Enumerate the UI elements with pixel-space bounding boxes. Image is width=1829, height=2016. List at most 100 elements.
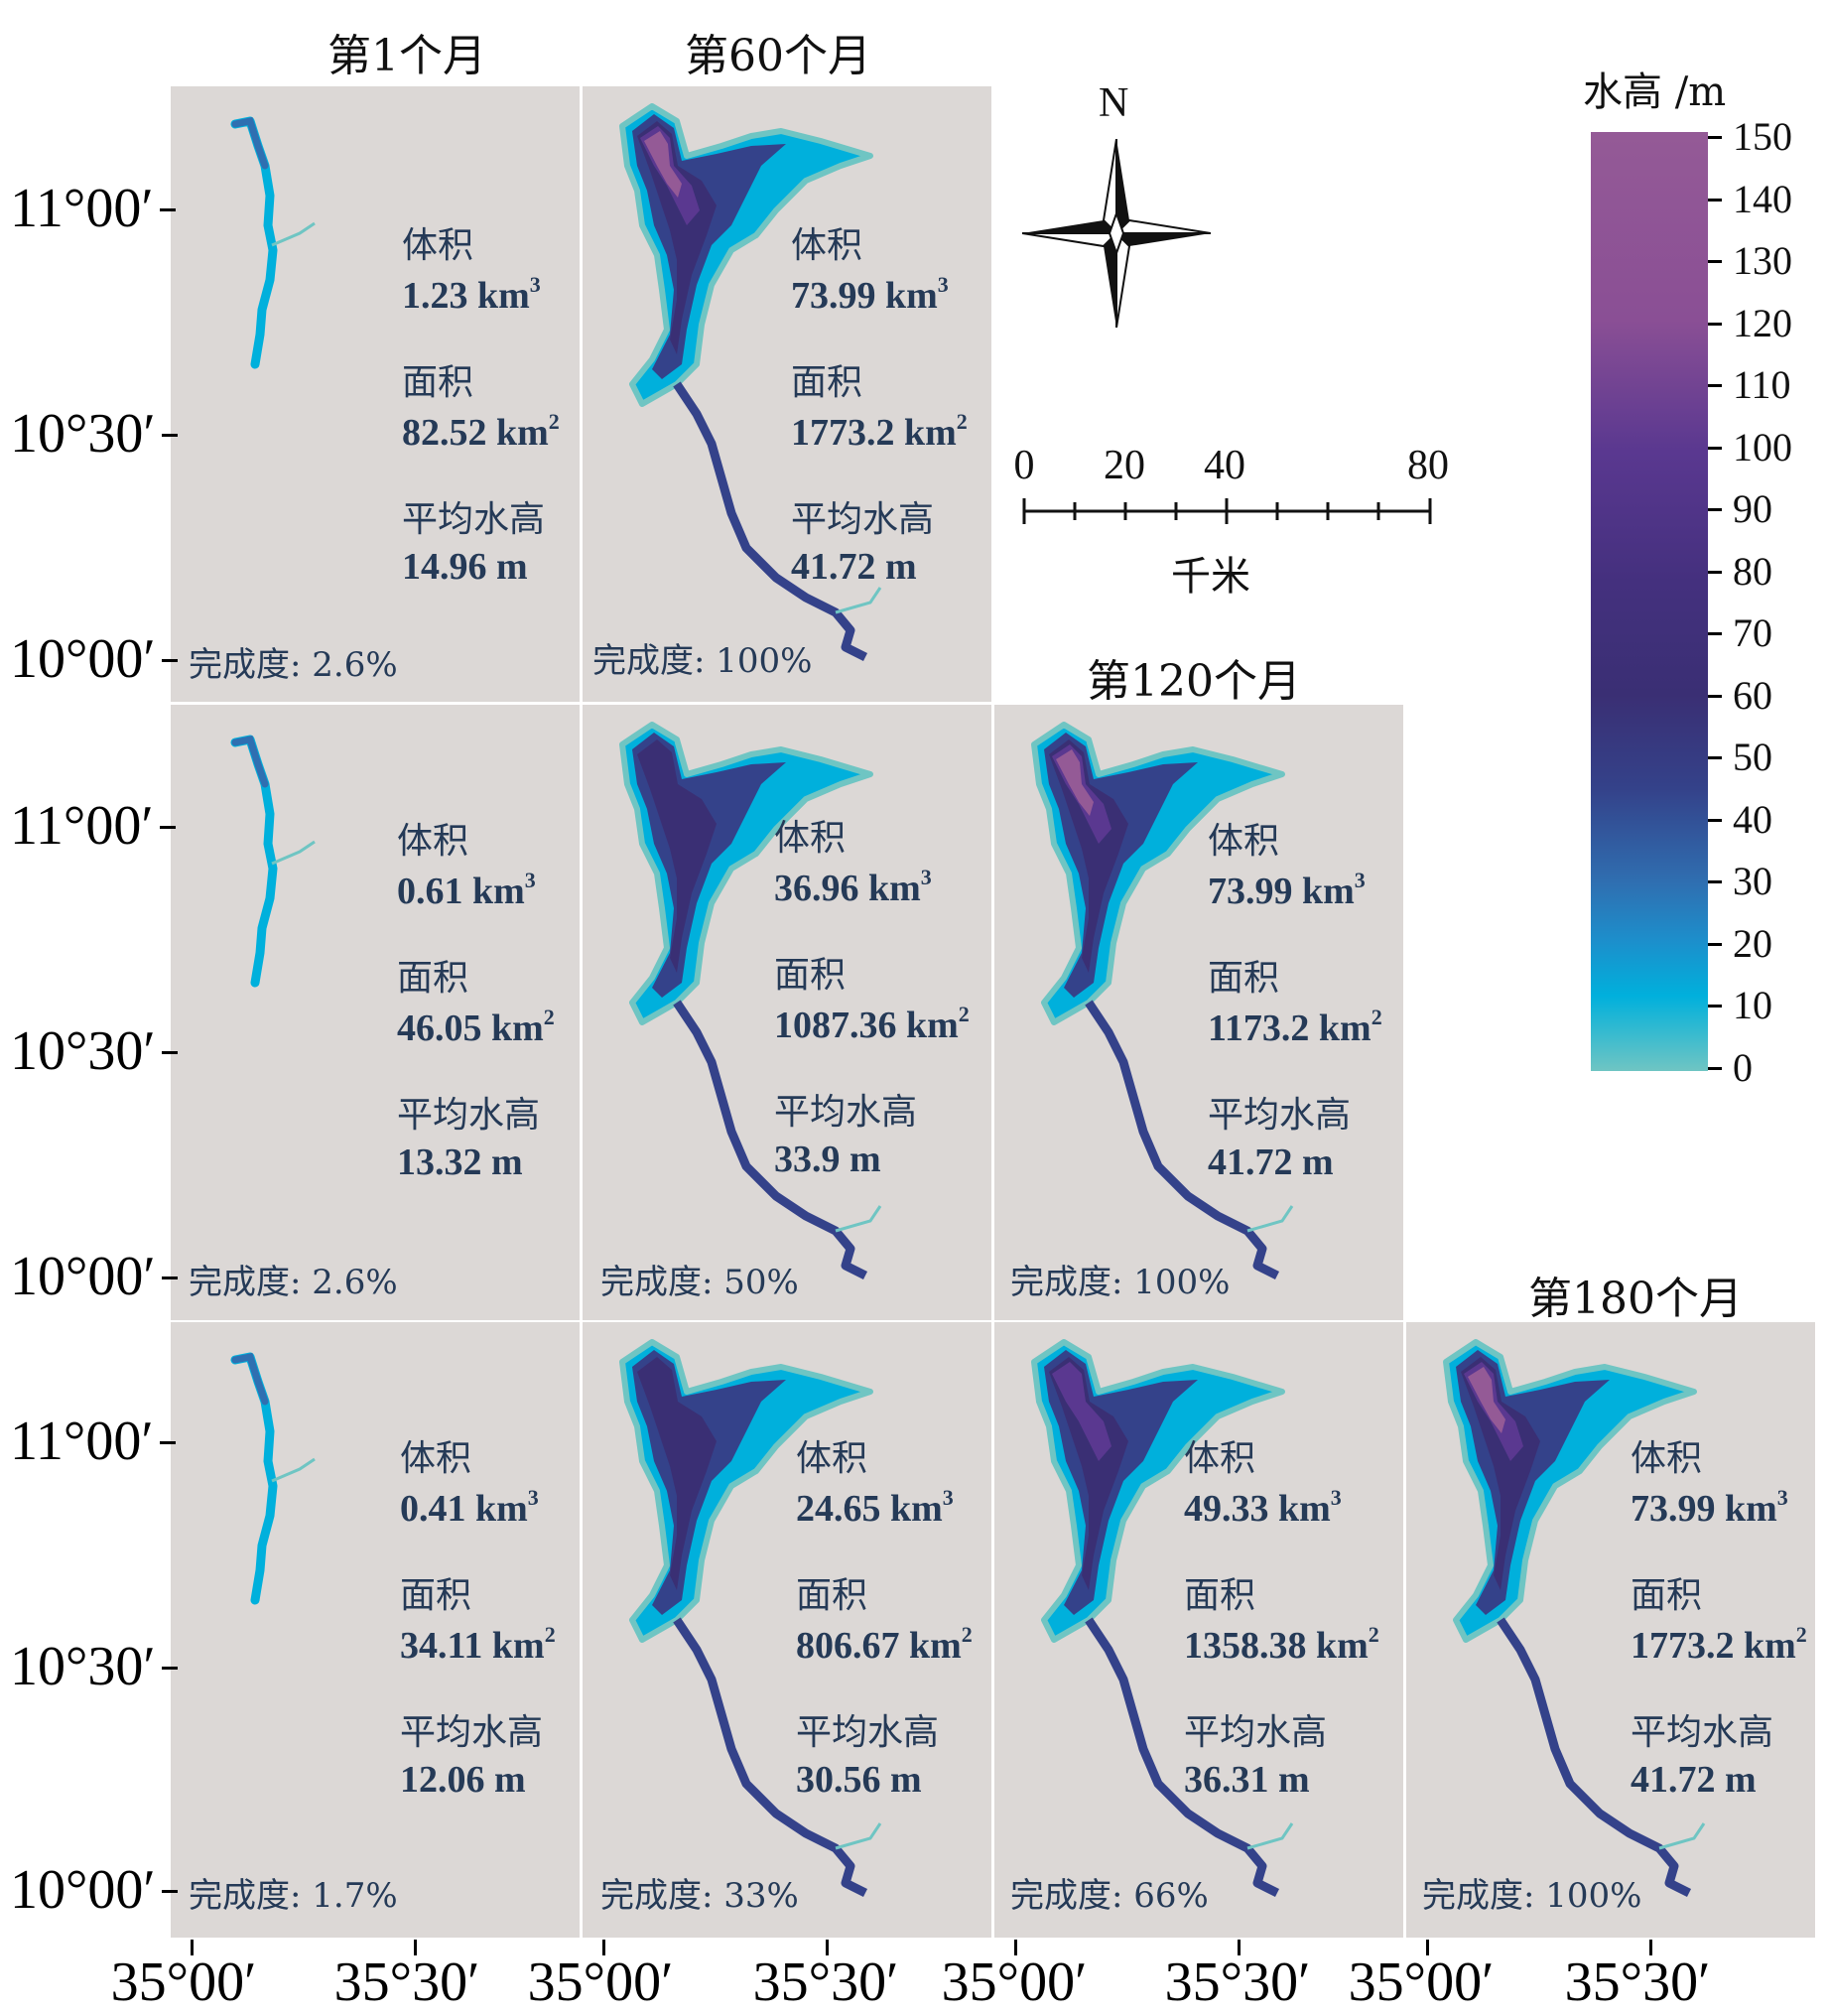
legend-tick-label: 30 — [1733, 859, 1772, 904]
legend-tick-label: 70 — [1733, 610, 1772, 656]
volume-label: 体积 — [796, 1438, 868, 1479]
completion-r1c1: 完成度: 2.6% — [189, 645, 398, 685]
lake-r1c1 — [230, 116, 316, 369]
legend-tick-mark — [1708, 942, 1722, 946]
mean-height-label: 平均水高 — [774, 1092, 918, 1133]
lon-label-c3-a: 35°00′ — [941, 1951, 1088, 2013]
area-value: 1773.2 km2 — [1631, 1622, 1807, 1667]
lon-label-c4-b: 35°30′ — [1564, 1951, 1711, 2013]
map-panel-r2c1 — [171, 705, 580, 1320]
area-label: 面积 — [791, 362, 863, 403]
volume-value: 24.65 km3 — [796, 1485, 954, 1530]
lon-label-c1-b: 35°30′ — [333, 1951, 480, 2013]
mean-height-value: 13.32 m — [397, 1142, 523, 1183]
completion-r1c2: 完成度: 100% — [592, 641, 813, 681]
legend-tick-label: 50 — [1733, 735, 1772, 780]
legend-tick-label: 80 — [1733, 548, 1772, 594]
legend-tick-mark — [1708, 384, 1722, 388]
lon-tick — [414, 1940, 417, 1955]
legend-tick-label: 90 — [1733, 486, 1772, 532]
legend-tick-label: 100 — [1733, 424, 1792, 470]
lon-tick — [1238, 1940, 1241, 1955]
river-lower — [1085, 1617, 1280, 1898]
title-month-1: 第1个月 — [327, 31, 486, 81]
mean-height-label: 平均水高 — [1631, 1712, 1774, 1753]
lon-label-c4-a: 35°00′ — [1348, 1951, 1495, 2013]
lat-label-r1-top: 11°00′ — [10, 178, 176, 239]
area-value: 1773.2 km2 — [791, 409, 968, 454]
area-value: 82.52 km2 — [402, 409, 560, 454]
area-value: 46.05 km2 — [397, 1005, 555, 1049]
lake-r2c3 — [1031, 722, 1294, 1280]
river-lower — [673, 381, 868, 662]
legend-tick-label: 40 — [1733, 796, 1772, 842]
legend-tick-label: 110 — [1733, 362, 1791, 408]
mean-height-label: 平均水高 — [1184, 1712, 1328, 1753]
volume-value: 0.41 km3 — [400, 1485, 539, 1530]
mean-height-label: 平均水高 — [402, 499, 546, 540]
legend-title: 水高 /m — [1583, 69, 1727, 115]
completion-r3c2: 完成度: 33% — [600, 1876, 799, 1916]
reservoir-body — [1031, 1339, 1285, 1643]
reservoir-body — [619, 103, 873, 407]
completion-r3c3: 完成度: 66% — [1010, 1876, 1209, 1916]
completion-r2c2: 完成度: 50% — [600, 1263, 799, 1302]
legend-tick-mark — [1708, 260, 1722, 264]
lat-label-r2-bot: 10°00′ — [10, 1246, 178, 1307]
legend-tick-mark — [1708, 880, 1722, 884]
legend-tick-label: 0 — [1733, 1045, 1753, 1090]
legend-colorbar — [1591, 132, 1708, 1071]
legend-tick-mark — [1708, 1067, 1722, 1070]
stats-r1c2: 体积 73.99 km3 面积 1773.2 km2 平均水高 41.72 m — [791, 228, 968, 639]
area-label: 面积 — [397, 958, 469, 999]
volume-value: 73.99 km3 — [791, 272, 949, 317]
river-tributary — [835, 1822, 882, 1850]
lake-r3c2 — [619, 1339, 882, 1898]
stats-r3c1: 体积 0.41 km3 面积 34.11 km2 平均水高 12.06 m — [400, 1441, 556, 1852]
lake-r3c4 — [1443, 1339, 1706, 1898]
stats-r3c3: 体积 49.33 km3 面积 1358.38 km2 平均水高 36.31 m — [1184, 1441, 1379, 1852]
scale-label-0: 0 — [1013, 443, 1035, 488]
river-tributary — [835, 587, 882, 614]
lat-label-r2-mid: 10°30′ — [10, 1020, 178, 1082]
river-tributary — [1246, 1822, 1294, 1850]
river-lower — [1085, 1000, 1280, 1280]
lake-r3c1 — [230, 1352, 316, 1605]
volume-label: 体积 — [400, 1438, 472, 1479]
scale-unit-label: 千米 — [1171, 554, 1250, 600]
lon-label-c3-b: 35°30′ — [1164, 1951, 1311, 2013]
area-label: 面积 — [774, 955, 847, 996]
volume-value: 73.99 km3 — [1631, 1485, 1788, 1530]
area-label: 面积 — [1208, 958, 1280, 999]
completion-r2c1: 完成度: 2.6% — [189, 1263, 398, 1302]
volume-value: 1.23 km3 — [402, 272, 541, 317]
river-tributary — [271, 840, 316, 866]
lon-tick — [1014, 1940, 1017, 1955]
mean-height-value: 41.72 m — [1208, 1142, 1334, 1183]
mean-height-value: 12.06 m — [400, 1759, 526, 1801]
river-tributary — [271, 221, 316, 247]
volume-label: 体积 — [1208, 821, 1280, 862]
lake-r2c2 — [619, 722, 882, 1280]
river-channel — [230, 735, 278, 988]
volume-label: 体积 — [774, 818, 847, 859]
legend-tick-mark — [1708, 322, 1722, 326]
area-label: 面积 — [1184, 1575, 1256, 1616]
legend-tick-mark — [1708, 1005, 1722, 1008]
volume-label: 体积 — [1631, 1438, 1703, 1479]
legend-tick-mark — [1708, 818, 1722, 822]
legend-tick-mark — [1708, 508, 1722, 512]
lake-r3c3 — [1031, 1339, 1294, 1898]
lon-tick — [1426, 1940, 1429, 1955]
scale-label-80: 80 — [1407, 443, 1449, 488]
legend-tick-label: 60 — [1733, 672, 1772, 718]
lat-label-r1-bot: 10°00′ — [10, 628, 178, 690]
lat-label-r1-mid: 10°30′ — [10, 403, 178, 465]
stats-r2c3: 体积 73.99 km3 面积 1173.2 km2 平均水高 41.72 m — [1208, 824, 1382, 1235]
legend-tick-mark — [1708, 632, 1722, 636]
reservoir-body — [619, 722, 873, 1025]
area-value: 1173.2 km2 — [1208, 1005, 1382, 1049]
river-tributary — [271, 1457, 316, 1483]
legend-tick-mark — [1708, 570, 1722, 574]
river-channel — [230, 116, 278, 369]
